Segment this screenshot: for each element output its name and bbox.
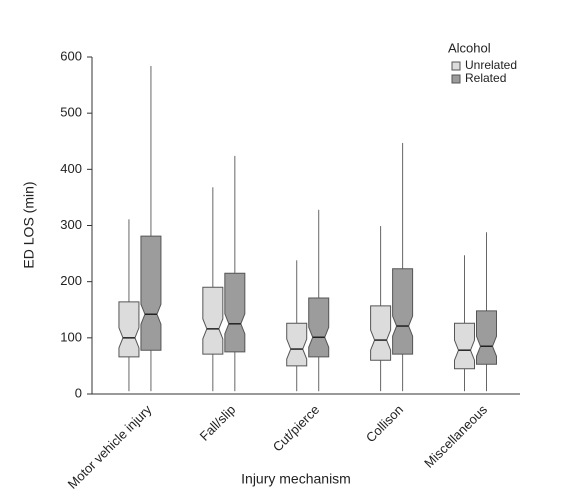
y-tick-label: 200 bbox=[60, 273, 82, 288]
box bbox=[224, 272, 246, 353]
x-axis-title: Injury mechanism bbox=[241, 471, 351, 487]
x-tick-label: Cut/pierce bbox=[270, 402, 323, 455]
box bbox=[392, 268, 414, 355]
x-tick-label: Motor vehicle injury bbox=[65, 402, 155, 492]
box bbox=[118, 301, 140, 358]
legend-title: Alcohol bbox=[448, 40, 491, 55]
box bbox=[453, 322, 475, 370]
box bbox=[370, 305, 392, 361]
y-tick-label: 100 bbox=[60, 329, 82, 344]
box bbox=[140, 235, 162, 351]
x-tick-label: Fall/slip bbox=[197, 402, 239, 444]
box bbox=[308, 297, 330, 358]
box bbox=[202, 286, 224, 355]
y-axis-title: ED LOS (min) bbox=[21, 181, 37, 268]
y-tick-label: 400 bbox=[60, 161, 82, 176]
y-tick-label: 300 bbox=[60, 217, 82, 232]
box bbox=[286, 322, 308, 367]
legend-label: Related bbox=[465, 71, 506, 85]
legend-label: Unrelated bbox=[465, 58, 517, 72]
legend-swatch bbox=[451, 61, 461, 71]
x-tick-label: Collison bbox=[363, 402, 406, 445]
box bbox=[475, 310, 497, 365]
y-tick-label: 500 bbox=[60, 105, 82, 120]
x-tick-label: Miscellaneous bbox=[421, 402, 490, 471]
y-tick-label: 600 bbox=[60, 48, 82, 63]
y-tick-label: 0 bbox=[75, 385, 82, 400]
legend-swatch bbox=[451, 74, 461, 84]
